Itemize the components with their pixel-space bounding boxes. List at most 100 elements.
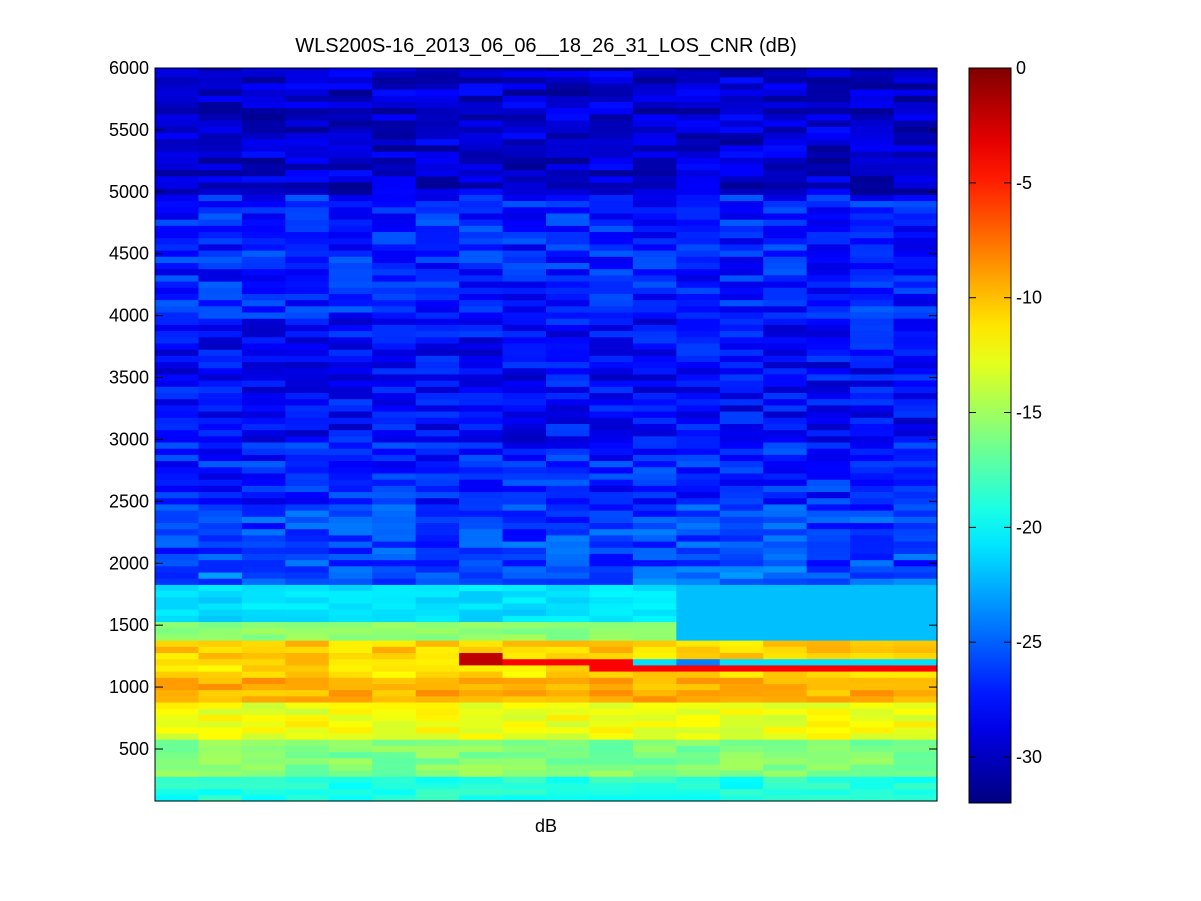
heatmap-cell xyxy=(155,398,200,406)
heatmap-cell xyxy=(893,609,938,616)
heatmap-cell xyxy=(806,188,851,195)
heatmap-cell xyxy=(241,237,286,245)
heatmap-cell xyxy=(155,262,200,270)
heatmap-cell xyxy=(589,596,634,604)
heatmap-cell xyxy=(285,280,330,288)
heatmap-cell xyxy=(589,82,634,90)
heatmap-cell xyxy=(546,225,591,233)
heatmap-cell xyxy=(632,441,677,449)
heatmap-cell xyxy=(893,231,938,239)
heatmap-cell xyxy=(328,658,373,666)
heatmap-cell xyxy=(155,763,200,771)
heatmap-cell xyxy=(763,788,808,796)
heatmap-cell xyxy=(372,367,417,375)
heatmap-cell xyxy=(155,677,200,684)
heatmap-cell xyxy=(589,361,634,369)
heatmap-cell xyxy=(546,318,591,325)
heatmap-cell xyxy=(632,584,677,592)
heatmap-cell xyxy=(850,212,895,220)
heatmap-cell xyxy=(372,163,417,171)
heatmap-cell xyxy=(372,194,417,202)
heatmap-cell xyxy=(893,250,938,257)
heatmap-cell xyxy=(546,144,591,152)
heatmap-cell xyxy=(241,559,286,567)
heatmap-cell xyxy=(806,361,851,369)
heatmap-cell xyxy=(676,516,721,524)
heatmap-cell xyxy=(372,646,417,654)
heatmap-cell xyxy=(632,311,677,319)
heatmap-cell xyxy=(285,138,330,146)
heatmap-cell xyxy=(719,701,764,709)
heatmap-cell xyxy=(502,615,547,623)
heatmap-cell xyxy=(285,330,330,338)
heatmap-cell xyxy=(502,336,547,344)
heatmap-cell xyxy=(459,256,504,263)
heatmap-cell xyxy=(502,68,547,72)
heatmap-cell xyxy=(719,113,764,121)
heatmap-cell xyxy=(285,485,330,493)
heatmap-cell xyxy=(241,373,286,381)
heatmap-cell xyxy=(328,701,373,709)
heatmap-cell xyxy=(546,126,591,133)
heatmap-cell xyxy=(806,404,851,412)
heatmap-cell xyxy=(893,664,938,672)
heatmap-cell xyxy=(328,559,373,567)
heatmap-cell xyxy=(198,602,243,610)
heatmap-cell xyxy=(328,355,373,363)
heatmap-cell xyxy=(241,640,286,647)
heatmap-cell xyxy=(546,584,591,592)
heatmap-cell xyxy=(328,120,373,127)
heatmap-cell xyxy=(589,268,634,276)
heatmap-cell xyxy=(719,373,764,381)
heatmap-cell xyxy=(241,658,286,666)
heatmap-cell xyxy=(372,410,417,418)
heatmap-cell xyxy=(372,571,417,579)
heatmap-cell xyxy=(632,516,677,524)
heatmap-cell xyxy=(893,101,938,109)
heatmap-cell xyxy=(502,126,547,133)
heatmap-cell xyxy=(719,609,764,616)
heatmap-cell xyxy=(502,448,547,455)
heatmap-cell xyxy=(806,466,851,474)
heatmap-cell xyxy=(546,120,591,127)
heatmap-cell xyxy=(285,95,330,103)
heatmap-cell xyxy=(676,318,721,325)
heatmap-cell xyxy=(850,181,895,189)
heatmap-cell xyxy=(546,68,591,72)
heatmap-cell xyxy=(806,175,851,183)
heatmap-cell xyxy=(589,274,634,282)
heatmap-cell xyxy=(198,293,243,301)
heatmap-cell xyxy=(719,423,764,431)
heatmap-cell xyxy=(763,794,808,802)
heatmap-cell xyxy=(241,627,286,635)
heatmap-cell xyxy=(198,169,243,177)
heatmap-cell xyxy=(328,745,373,753)
heatmap-cell xyxy=(372,522,417,530)
heatmap-cell xyxy=(632,200,677,208)
heatmap-cell xyxy=(546,163,591,171)
heatmap-cell xyxy=(328,268,373,276)
heatmap-cell xyxy=(806,305,851,313)
heatmap-cell xyxy=(632,553,677,561)
heatmap-cell xyxy=(589,497,634,505)
heatmap-cell xyxy=(502,485,547,493)
heatmap-cell xyxy=(546,435,591,443)
heatmap-cell xyxy=(893,274,938,282)
heatmap-cell xyxy=(328,782,373,790)
heatmap-cell xyxy=(328,293,373,301)
heatmap-cell xyxy=(502,330,547,338)
heatmap-cell xyxy=(241,219,286,226)
heatmap-cell xyxy=(806,367,851,375)
heatmap-cell xyxy=(676,534,721,542)
heatmap-cell xyxy=(502,150,547,158)
heatmap-cell xyxy=(893,194,938,202)
heatmap-cell xyxy=(806,206,851,214)
heatmap-cell xyxy=(806,132,851,140)
heatmap-cell xyxy=(893,479,938,486)
heatmap-cell xyxy=(415,293,460,301)
heatmap-cell xyxy=(850,621,895,629)
heatmap-cell xyxy=(415,485,460,493)
heatmap-cell xyxy=(328,454,373,462)
heatmap-cell xyxy=(763,584,808,592)
heatmap-cell xyxy=(155,448,200,455)
